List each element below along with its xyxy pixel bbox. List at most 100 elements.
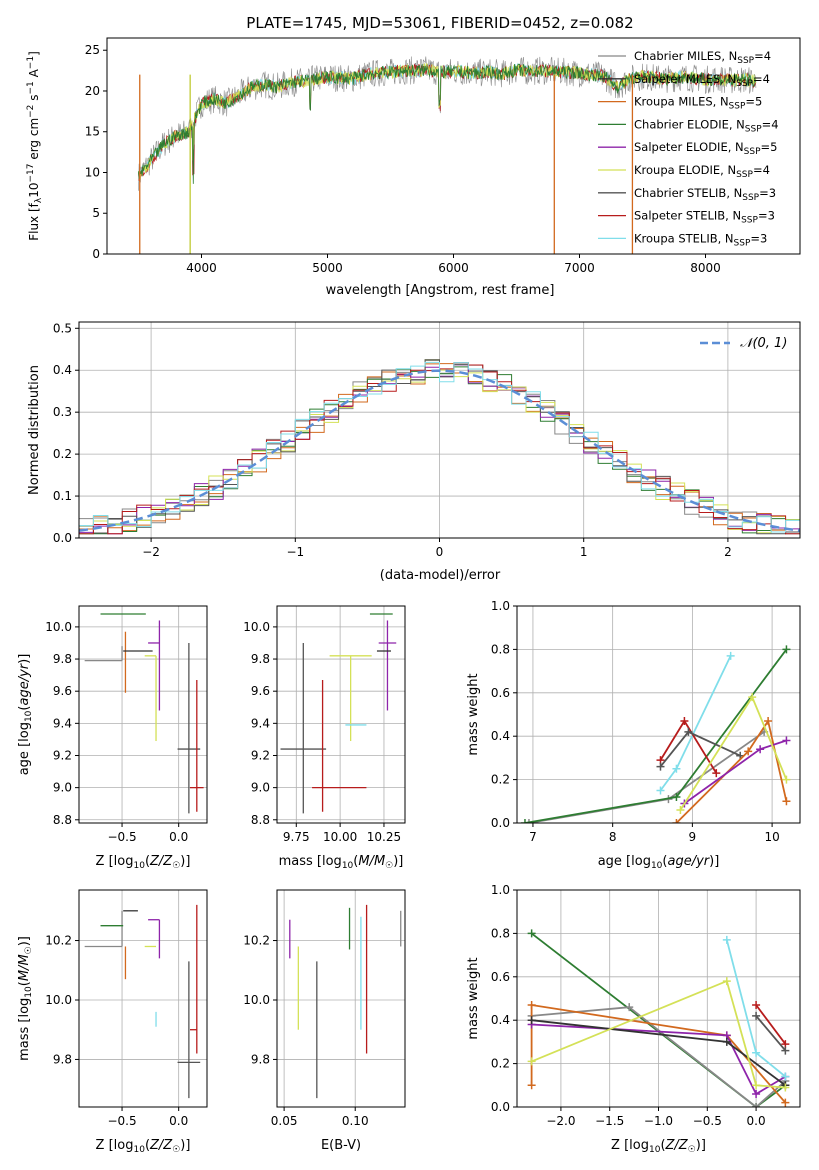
y-axis-label: mass [log10(M/M☉)] <box>17 936 34 1061</box>
label-part: age/yr <box>667 854 710 869</box>
label-part: Z [log <box>96 1138 134 1153</box>
panel-spectrum: 4000 5000 6000 7000 8000 0 5 10 15 20 25 wavelength… <box>26 37 801 298</box>
y-tick-label: 9.0 <box>251 781 270 795</box>
x-tick-label: −0.5 <box>107 1114 136 1128</box>
weight-marker <box>672 819 681 823</box>
gaussian-curve <box>79 369 800 532</box>
y-tick-label: 0.8 <box>491 926 510 940</box>
y-tick-label: 9.8 <box>53 1052 72 1066</box>
y-tick-label: 10.0 <box>243 620 270 634</box>
weight-marker <box>680 717 689 726</box>
x-axis-label: wavelength [Angstrom, rest frame] <box>326 283 555 298</box>
label-part: λ <box>34 197 44 203</box>
label-part: age [log <box>598 854 651 869</box>
y-tick-label: 9.6 <box>53 684 72 698</box>
plot-area <box>84 613 204 814</box>
label-part: ☉ <box>24 946 34 954</box>
label-part: E(B-V) <box>321 1138 361 1153</box>
weight-line <box>531 979 786 1089</box>
y-tick-label: 0.8 <box>491 642 510 656</box>
weight-marker <box>520 819 529 823</box>
label-part: Z [log <box>611 1138 649 1153</box>
weight-marker <box>748 693 757 702</box>
weight-marker <box>527 929 536 938</box>
axes-frame <box>78 889 208 1108</box>
weight-marker <box>527 1081 536 1090</box>
y-tick-label: 1.0 <box>491 883 510 897</box>
label-part: )] <box>709 854 719 869</box>
panel-residuals: −2 −1 0 1 2 0.0 0.1 0.2 0.3 0.4 0.5 (data-model)/er… <box>27 321 801 583</box>
weight-marker <box>752 1103 761 1107</box>
y-tick-label: 10.0 <box>243 993 270 1007</box>
legend-label: Kroupa ELODIE, NSSP=4 <box>634 163 770 180</box>
y-tick-label: 10.2 <box>45 934 72 948</box>
x-tick-label: 0.0 <box>169 830 188 844</box>
y-tick-label: 0.2 <box>53 447 72 461</box>
weight-line <box>683 739 787 805</box>
x-tick-label: 0.05 <box>271 1114 298 1128</box>
x-tick-label: 4000 <box>186 261 217 275</box>
weight-marker <box>782 736 791 745</box>
y-tick-label: 9.6 <box>251 684 270 698</box>
weight-marker <box>744 747 753 756</box>
label-part: 10 <box>342 861 354 871</box>
weight-line <box>528 731 765 823</box>
legend-label: Chabrier STELIB, NSSP=3 <box>634 186 776 203</box>
y-tick-label: 9.2 <box>53 748 72 762</box>
axes-frame <box>276 889 406 1108</box>
weight-line <box>659 730 741 768</box>
label-part: −2 <box>26 105 36 118</box>
x-tick-label: 0.0 <box>169 1114 188 1128</box>
label-part: )] <box>17 936 32 946</box>
plot-area <box>79 359 800 538</box>
y-tick-label: 0.0 <box>53 531 72 545</box>
x-tick-label: −2 <box>142 545 160 559</box>
weight-line <box>531 1006 786 1107</box>
label-part: Salpeter STELIB, N <box>634 209 741 223</box>
x-tick-label: 7000 <box>564 261 595 275</box>
plot-area <box>520 645 791 823</box>
label-part: =4 <box>762 117 779 131</box>
y-tick-label: 9.4 <box>251 716 270 730</box>
label-part: ☉ <box>172 861 180 871</box>
x-axis-label: mass [log10(M/M☉)] <box>279 854 404 871</box>
y-tick-label: 9.0 <box>53 781 72 795</box>
label-part: SSP <box>742 193 759 203</box>
label-part: Kroupa MILES, N <box>634 95 729 109</box>
label-part: 10 <box>649 1145 661 1155</box>
y-tick-label: 8.8 <box>251 813 270 827</box>
legend-label: Salpeter ELODIE, NSSP=5 <box>634 140 777 157</box>
y-tick-label: 10.0 <box>45 993 72 1007</box>
legend-label: Kroupa STELIB, NSSP=3 <box>634 231 767 248</box>
label-part: ☉ <box>172 1145 180 1155</box>
label-part: )] <box>696 1138 706 1153</box>
label-part: mass [log <box>17 998 32 1061</box>
y-tick-label: 0.6 <box>491 686 510 700</box>
label-part: age [log <box>17 722 32 775</box>
y-axis-label: Normed distribution <box>27 365 42 495</box>
y-tick-label: 10.2 <box>243 934 270 948</box>
weight-marker <box>781 1083 790 1092</box>
y-tick-label: 0.3 <box>53 405 72 419</box>
label-part: Z/Z <box>149 854 173 869</box>
label-part: SSP <box>734 238 751 248</box>
x-tick-label: 1 <box>580 545 588 559</box>
label-part: 10 <box>27 183 41 198</box>
label-part: Z/Z <box>149 1138 173 1153</box>
label-part: =4 <box>754 49 771 63</box>
label-part: =3 <box>759 186 776 200</box>
plot-area <box>138 56 757 254</box>
weight-marker <box>781 1046 790 1055</box>
y-axis-label: mass weight <box>466 957 481 1039</box>
weight-marker <box>726 651 735 660</box>
label-part: Salpeter MILES, N <box>634 72 736 86</box>
weight-marker <box>764 717 773 726</box>
legend-label: Salpeter STELIB, NSSP=3 <box>634 209 775 226</box>
y-tick-label: 9.8 <box>251 1052 270 1066</box>
legend-label: Kroupa MILES, NSSP=5 <box>634 95 762 112</box>
weight-marker <box>684 727 693 736</box>
axes-frame <box>516 889 801 1108</box>
label-part: M/M <box>358 854 385 869</box>
weight-marker <box>752 1089 761 1098</box>
